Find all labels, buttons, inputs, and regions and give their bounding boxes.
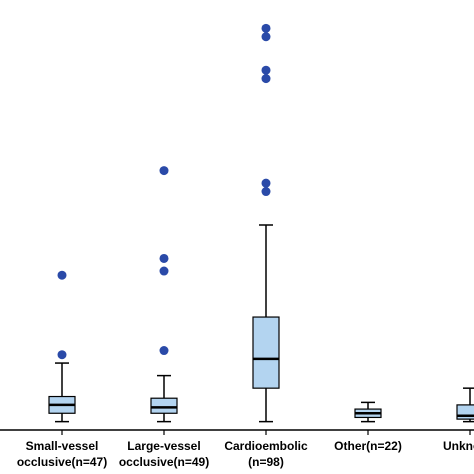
outlier-point [159,346,169,356]
outlier-point [261,23,271,33]
outlier-point [57,350,67,360]
x-tick-label: Small-vessel [26,439,99,453]
outlier-point [261,187,271,197]
outlier-point [261,74,271,84]
outlier-point [57,270,67,280]
box [252,316,280,389]
outlier-point [261,178,271,188]
outlier-point [159,166,169,176]
outlier-point [159,266,169,276]
box [150,397,178,414]
x-tick-label: Other(n=22) [334,439,402,453]
x-tick-label: Large-vessel [127,439,200,453]
x-tick-label: (n=98) [248,455,284,469]
outlier-point [159,253,169,263]
x-tick-label: Unknown [443,439,474,453]
outlier-point [261,65,271,75]
outlier-point [261,32,271,42]
x-tick-label: occlusive(n=47) [17,455,107,469]
x-tick-label: Cardioembolic [224,439,308,453]
x-tick-label: occlusive(n=49) [119,455,209,469]
